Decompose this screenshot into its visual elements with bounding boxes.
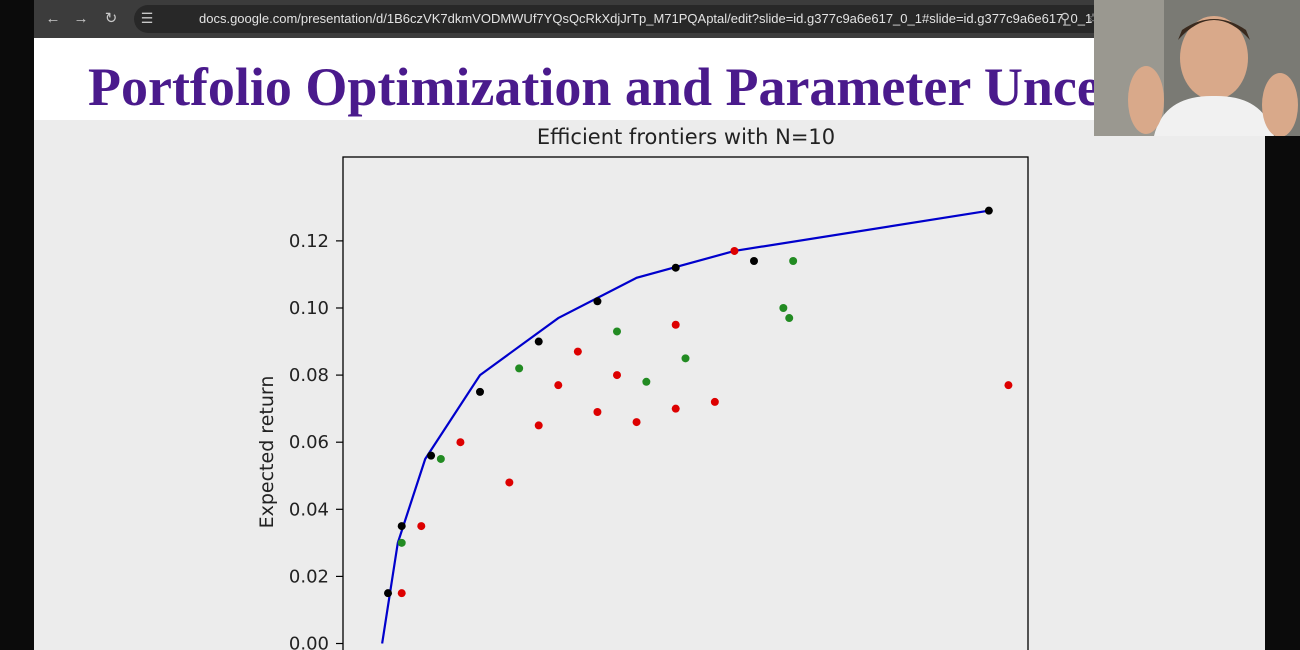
series-1-point bbox=[750, 257, 758, 266]
series-3-point bbox=[505, 478, 514, 487]
series-2-point bbox=[613, 327, 621, 336]
left-letterbox bbox=[0, 0, 34, 650]
series-2-point bbox=[785, 314, 794, 323]
series-3-point bbox=[613, 371, 621, 380]
series-2-point bbox=[642, 377, 651, 386]
right-letterbox bbox=[1265, 136, 1300, 650]
series-3-point bbox=[573, 347, 582, 356]
series-3-point bbox=[534, 421, 543, 430]
series-1-point bbox=[476, 387, 484, 396]
forward-arrow-icon[interactable]: → bbox=[73, 10, 89, 27]
chart-title: Efficient frontiers with N=10 bbox=[537, 125, 835, 149]
series-3-point bbox=[554, 381, 563, 390]
y-tick-label: 0.10 bbox=[289, 298, 329, 319]
address-bar[interactable] bbox=[134, 5, 1134, 33]
series-1-point bbox=[671, 263, 680, 272]
series-2-point bbox=[681, 354, 690, 363]
series-2-point bbox=[436, 454, 445, 463]
slide-canvas: Portfolio Optimization and Parameter Unc… bbox=[34, 38, 1265, 650]
series-3-point bbox=[710, 397, 719, 406]
series-2-point bbox=[789, 257, 798, 266]
y-tick-label: 0.12 bbox=[289, 231, 329, 252]
webcam-overlay bbox=[1094, 0, 1300, 136]
series-3-point bbox=[632, 418, 641, 427]
series-1-point bbox=[984, 206, 993, 215]
series-1-point bbox=[384, 589, 393, 598]
series-2-point bbox=[779, 303, 788, 312]
series-1-point bbox=[427, 451, 436, 460]
y-tick-label: 0.02 bbox=[289, 566, 329, 587]
series-3-point bbox=[671, 404, 680, 413]
series-layer bbox=[381, 206, 1013, 644]
series-3-point bbox=[417, 522, 426, 531]
zoom-icon[interactable]: ⚲ bbox=[1059, 10, 1071, 26]
series-3-point bbox=[1004, 381, 1013, 390]
series-3-point bbox=[730, 246, 739, 255]
series-1-point bbox=[534, 337, 543, 346]
plot-area bbox=[342, 156, 1029, 650]
series-2-point bbox=[515, 364, 524, 373]
series-2-point bbox=[397, 538, 406, 547]
y-axis-label: Expected return bbox=[256, 376, 278, 529]
y-axis-ticks: 0.12 0.10 0.08 0.06 0.04 0.02 0.00 bbox=[289, 231, 343, 650]
slide-title: Portfolio Optimization and Parameter Unc… bbox=[88, 57, 1170, 117]
series-3-point bbox=[397, 589, 406, 598]
site-info-icon[interactable]: ☰ bbox=[140, 10, 154, 26]
browser-toolbar: ← → ↻ ☰ docs.google.com/presentation/d/1… bbox=[34, 0, 1134, 38]
y-tick-label: 0.06 bbox=[289, 432, 329, 453]
scatter-chart: Efficient frontiers with N=10 0.120.100.… bbox=[34, 120, 1265, 650]
reload-icon[interactable]: ↻ bbox=[104, 10, 118, 27]
back-arrow-icon[interactable]: ← bbox=[45, 10, 61, 27]
series-3-point bbox=[456, 438, 465, 447]
presenter-video-image bbox=[1094, 0, 1300, 136]
series-3-point bbox=[671, 320, 680, 329]
url-text[interactable]: docs.google.com/presentation/d/1B6czVK7d… bbox=[199, 11, 1093, 26]
series-1-point bbox=[593, 297, 602, 306]
series-3-point bbox=[593, 408, 602, 416]
series-1-point bbox=[397, 522, 406, 531]
y-tick-label: 0.00 bbox=[289, 634, 329, 650]
y-tick-label: 0.08 bbox=[289, 365, 329, 386]
y-tick-label: 0.04 bbox=[289, 499, 329, 520]
